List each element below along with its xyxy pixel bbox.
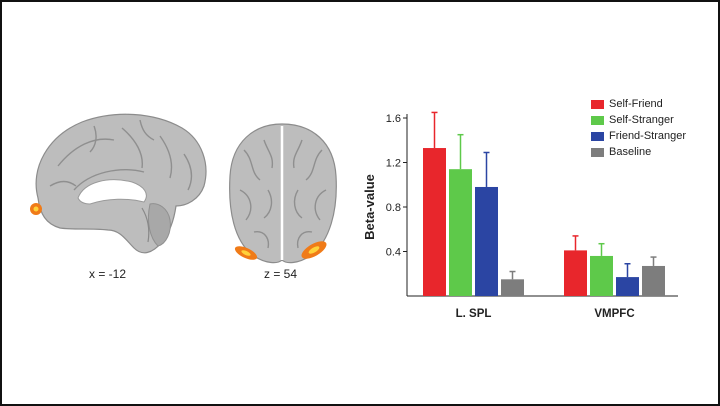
- bar-baseline-0: [501, 279, 524, 296]
- y-tick-label: 1.6: [386, 113, 401, 125]
- y-tick-label: 0.4: [386, 247, 401, 259]
- sagittal-coordinate-label: x = -12: [89, 267, 127, 281]
- bar-self-friend-1: [564, 250, 587, 296]
- y-axis-title: Beta-value: [362, 174, 377, 240]
- sagittal-brain-image: [30, 113, 207, 254]
- legend-label: Friend-Stranger: [609, 130, 687, 142]
- bar-self-friend-0: [423, 148, 446, 296]
- legend-swatch: [591, 99, 604, 109]
- legend-swatch: [591, 147, 604, 157]
- legend-label: Self-Friend: [609, 98, 663, 110]
- legend-swatch: [591, 131, 604, 141]
- bar-friend-stranger-1: [616, 277, 639, 296]
- bar-friend-stranger-0: [475, 186, 498, 296]
- x-category-label: L. SPL: [456, 308, 492, 320]
- legend-item: Self-Friend: [591, 96, 686, 112]
- bar-baseline-1: [642, 265, 665, 296]
- legend-label: Self-Stranger: [609, 114, 674, 126]
- legend-item: Self-Stranger: [591, 112, 686, 128]
- axial-brain-image: [229, 123, 337, 264]
- axial-coordinate-label: z = 54: [264, 267, 298, 281]
- y-tick-label: 1.2: [386, 158, 401, 170]
- x-category-label: VMPFC: [594, 308, 634, 320]
- bar-self-stranger-1: [590, 255, 613, 296]
- legend-swatch: [591, 115, 604, 125]
- bar-self-stranger-0: [449, 169, 472, 296]
- legend-label: Baseline: [609, 146, 652, 158]
- legend-item: Friend-Stranger: [591, 128, 686, 144]
- legend-item: Baseline: [591, 144, 686, 160]
- chart-legend: Self-Friend Self-Stranger Friend-Stranger B…: [591, 96, 686, 160]
- y-tick-label: 0.8: [386, 202, 401, 214]
